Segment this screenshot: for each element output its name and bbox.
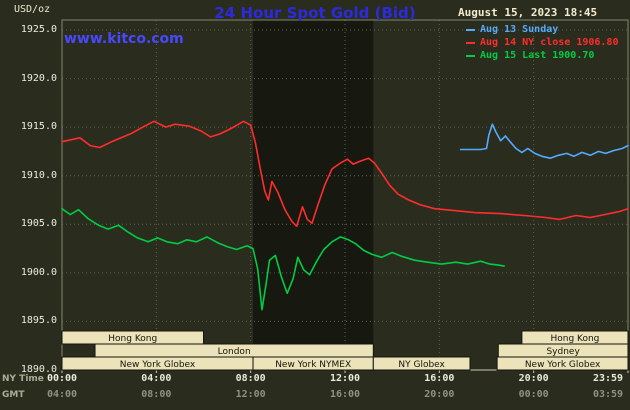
session-label: Sydney	[546, 347, 580, 357]
gmt-tick-label: 03:59	[592, 389, 624, 400]
y-axis-label: 1905.0	[20, 218, 57, 230]
gmt-tick-label: 20:00	[424, 389, 455, 400]
legend-dash-icon	[466, 41, 475, 44]
y-axis-label: 1910.0	[20, 169, 57, 181]
kitco-link[interactable]: www.kitco.com	[64, 31, 184, 47]
legend-dash-icon	[466, 28, 475, 31]
gmt-tick-label: 04:00	[46, 389, 78, 400]
ny-time-tick-label: 00:00	[46, 373, 78, 384]
y-axis-label: 1900.0	[20, 266, 57, 278]
legend: Aug 13 Sunday Aug 14 NY close 1906.80 Aug …	[466, 23, 618, 62]
chart-datetime: August 15, 2023 18:45	[458, 6, 598, 19]
legend-item: Aug 13 Sunday	[466, 23, 618, 36]
ny-time-tick-label: 12:00	[329, 373, 361, 384]
legend-label: Aug 14 NY close 1906.80	[480, 37, 619, 48]
nymex-session-shading	[253, 20, 374, 370]
legend-item: Aug 15 Last 1900.70	[466, 49, 618, 62]
ny-time-tick-label: 20:00	[518, 373, 549, 384]
price-series-2	[61, 207, 506, 311]
price-series-0	[459, 123, 629, 159]
gmt-tick-label: 00:00	[518, 389, 549, 400]
units-label: USD/oz	[14, 4, 51, 15]
y-axis-label: 1895.0	[20, 315, 57, 327]
session-label: Hong Kong	[108, 334, 157, 344]
ny-time-tick-label: 08:00	[235, 373, 266, 384]
session-label: Hong Kong	[550, 334, 599, 344]
price-series-1	[61, 120, 629, 227]
session-box	[496, 356, 629, 371]
ny-time-tick-label: 16:00	[424, 373, 455, 384]
gmt-caption: GMT	[2, 390, 25, 400]
legend-label: Aug 15 Last 1900.70	[480, 50, 595, 61]
y-axis-label: 1915.0	[20, 121, 57, 133]
session-label: New York Globex	[525, 360, 601, 370]
session-label: London	[218, 347, 251, 357]
gmt-tick-label: 08:00	[141, 389, 172, 400]
chart-title: 24 Hour Spot Gold (Bid)	[214, 4, 416, 22]
y-axis-label: 1925.0	[20, 24, 57, 35]
ny-time-tick-label: 04:00	[141, 373, 172, 384]
session-label: New York Globex	[120, 360, 196, 370]
y-axis-label: 1890.0	[20, 364, 57, 375]
session-label: NY Globex	[398, 360, 445, 370]
legend-item: Aug 14 NY close 1906.80	[466, 36, 618, 49]
ny-time-tick-label: 23:59	[592, 373, 624, 384]
legend-label: Aug 13 Sunday	[480, 24, 559, 35]
session-label: New York NYMEX	[275, 360, 351, 370]
gmt-tick-label: 16:00	[329, 389, 361, 400]
session-box	[372, 356, 471, 371]
gmt-tick-label: 12:00	[235, 389, 266, 400]
legend-dash-icon	[466, 54, 475, 57]
ny-time-caption: NY Time	[2, 374, 44, 384]
y-axis-label: 1920.0	[20, 72, 57, 84]
